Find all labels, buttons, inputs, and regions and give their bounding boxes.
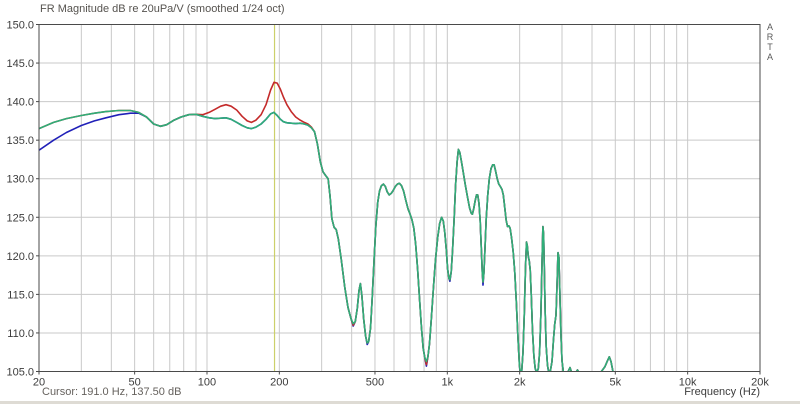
plot-border bbox=[38, 24, 761, 372]
axis-labels: 20 50 100 200 500 1k 2k 5k 10k 20k 150.0 145.0 140.0… bbox=[6, 20, 769, 389]
x-tick-label: 20 bbox=[33, 377, 45, 389]
x-tick-label: 1k bbox=[442, 377, 454, 389]
y-tick-label: 150.0 bbox=[6, 20, 34, 32]
y-tick-label: 105.0 bbox=[6, 367, 34, 379]
x-tick-label: 100 bbox=[198, 377, 216, 389]
x-tick-label: 200 bbox=[270, 377, 288, 389]
arta-watermark-letter: A bbox=[766, 22, 773, 32]
grid bbox=[39, 24, 760, 372]
x-tick-label: 2k bbox=[514, 377, 526, 389]
x-tick-label: 20k bbox=[751, 377, 769, 389]
y-tick-label: 135.0 bbox=[6, 135, 34, 147]
x-tick-label: 500 bbox=[366, 377, 384, 389]
y-tick-label: 120.0 bbox=[6, 251, 34, 263]
x-axis-title: Frequency (Hz) bbox=[684, 386, 760, 398]
arta-watermark-letter: T bbox=[767, 42, 773, 52]
chart-title: FR Magnitude dB re 20uPa/V (smoothed 1/2… bbox=[40, 3, 285, 15]
traces bbox=[39, 81, 614, 372]
arta-watermark-letter: R bbox=[766, 32, 774, 42]
window-edge-strip bbox=[0, 401, 800, 404]
y-tick-label: 110.0 bbox=[7, 328, 34, 340]
y-tick-label: 130.0 bbox=[6, 174, 34, 186]
cursor-readout: Cursor: 191.0 Hz, 137.50 dB bbox=[42, 386, 182, 398]
trace-red bbox=[39, 81, 614, 372]
x-tick-label: 5k bbox=[609, 377, 621, 389]
y-tick-label: 145.0 bbox=[6, 58, 34, 70]
y-tick-label: 115.0 bbox=[7, 289, 34, 301]
x-tick-label: 50 bbox=[129, 377, 141, 389]
x-tick-label: 10k bbox=[679, 377, 697, 389]
trace-green bbox=[39, 109, 614, 372]
y-tick-label: 140.0 bbox=[6, 97, 34, 109]
arta-watermark-letter: A bbox=[766, 52, 773, 62]
y-tick-label: 125.0 bbox=[6, 212, 34, 224]
